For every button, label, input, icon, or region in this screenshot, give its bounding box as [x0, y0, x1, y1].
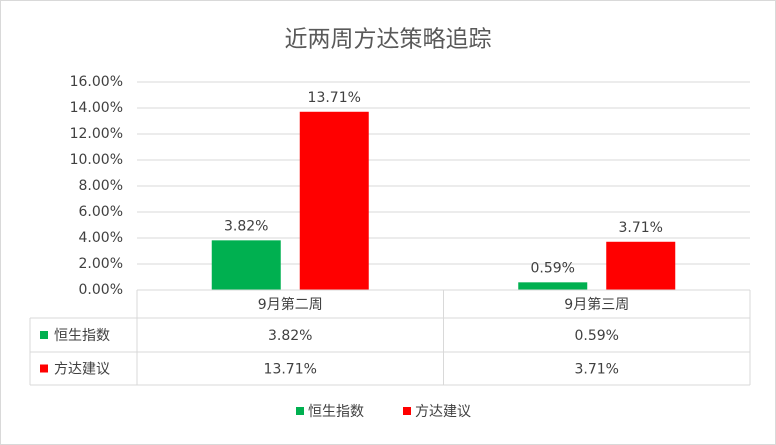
y-tick-label: 10.00% — [70, 152, 123, 168]
y-tick-label: 8.00% — [79, 178, 123, 194]
bar — [606, 241, 676, 290]
legend-key — [403, 407, 411, 415]
chart-title: 近两周方达策略追踪 — [285, 27, 492, 53]
y-tick-label: 6.00% — [79, 204, 123, 220]
y-tick-label: 2.00% — [79, 256, 123, 272]
bar — [299, 111, 369, 291]
y-tick-label: 14.00% — [70, 100, 123, 116]
legend-label: 恒生指数 — [308, 404, 364, 420]
y-tick-label: 0.00% — [79, 282, 123, 298]
table-legend-key — [40, 331, 48, 339]
data-label: 0.59% — [531, 260, 575, 276]
table-cell: 3.71% — [575, 362, 619, 378]
data-label: 3.71% — [619, 220, 663, 236]
x-tick-label: 9月第二周 — [258, 296, 323, 313]
table-cell: 13.71% — [264, 362, 317, 378]
bar — [518, 282, 588, 290]
legend-key — [296, 407, 304, 415]
table-row-label: 方达建议 — [54, 362, 110, 378]
bar — [211, 240, 281, 290]
legend-label: 方达建议 — [415, 404, 471, 420]
table-cell: 0.59% — [575, 328, 619, 344]
data-label: 3.82% — [224, 218, 268, 234]
y-tick-label: 16.00% — [70, 74, 123, 90]
x-tick-label: 9月第三周 — [564, 296, 629, 313]
y-tick-label: 12.00% — [70, 126, 123, 142]
y-tick-label: 4.00% — [79, 230, 123, 246]
table-cell: 3.82% — [268, 328, 312, 344]
table-row-label: 恒生指数 — [54, 328, 110, 344]
table-legend-key — [40, 364, 48, 373]
data-label: 13.71% — [308, 90, 361, 106]
